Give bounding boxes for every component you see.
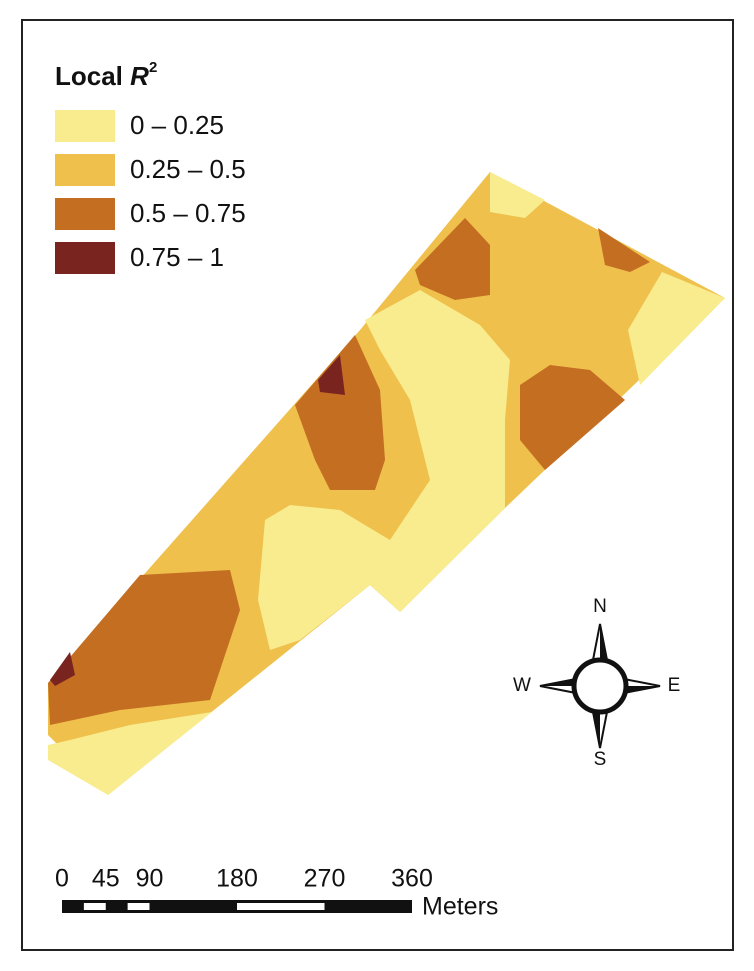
legend-title-sup: 2 <box>149 59 157 76</box>
legend-swatch <box>55 242 115 274</box>
scale-label: 180 <box>216 865 258 893</box>
legend-label: 0.5 – 0.75 <box>130 198 246 228</box>
scale-label: 0 <box>55 865 69 893</box>
scale-label: 90 <box>136 865 164 893</box>
scale-label: 360 <box>391 865 433 893</box>
legend-label: 0.75 – 1 <box>130 242 224 272</box>
scale-segment <box>127 903 150 910</box>
compass-label: S <box>594 749 607 770</box>
legend-label: 0 – 0.25 <box>130 110 224 140</box>
zone <box>520 365 625 470</box>
scale-label: 270 <box>304 865 346 893</box>
zone <box>415 218 490 300</box>
compass: N S W E <box>513 596 680 770</box>
legend-swatch <box>55 198 115 230</box>
scale-segment <box>83 903 106 910</box>
legend-title: Local R2 <box>55 59 157 91</box>
zone <box>318 355 345 395</box>
zone <box>295 335 385 490</box>
zone <box>48 712 212 795</box>
zone <box>50 652 75 686</box>
legend-swatch <box>55 154 115 186</box>
zone <box>598 228 650 272</box>
legend-title-text: Local <box>55 61 123 91</box>
field <box>48 172 725 795</box>
scale-segment <box>237 903 325 910</box>
zone <box>628 272 725 385</box>
legend-swatch <box>55 110 115 142</box>
compass-ring <box>571 657 629 715</box>
compass-label: E <box>668 675 681 696</box>
compass-label: N <box>593 596 607 617</box>
zone <box>490 172 545 218</box>
zone <box>48 570 240 725</box>
compass-label: W <box>513 675 531 696</box>
legend-label: 0.25 – 0.5 <box>130 154 246 184</box>
scale-label: 45 <box>92 865 120 893</box>
compass-shade <box>540 624 660 748</box>
legend: 0 – 0.25 0.25 – 0.5 0.5 – 0.75 0.75 – 1 <box>55 110 246 274</box>
scale-unit: Meters <box>422 893 498 921</box>
zone <box>258 290 510 650</box>
legend-title-var: R <box>130 61 149 91</box>
